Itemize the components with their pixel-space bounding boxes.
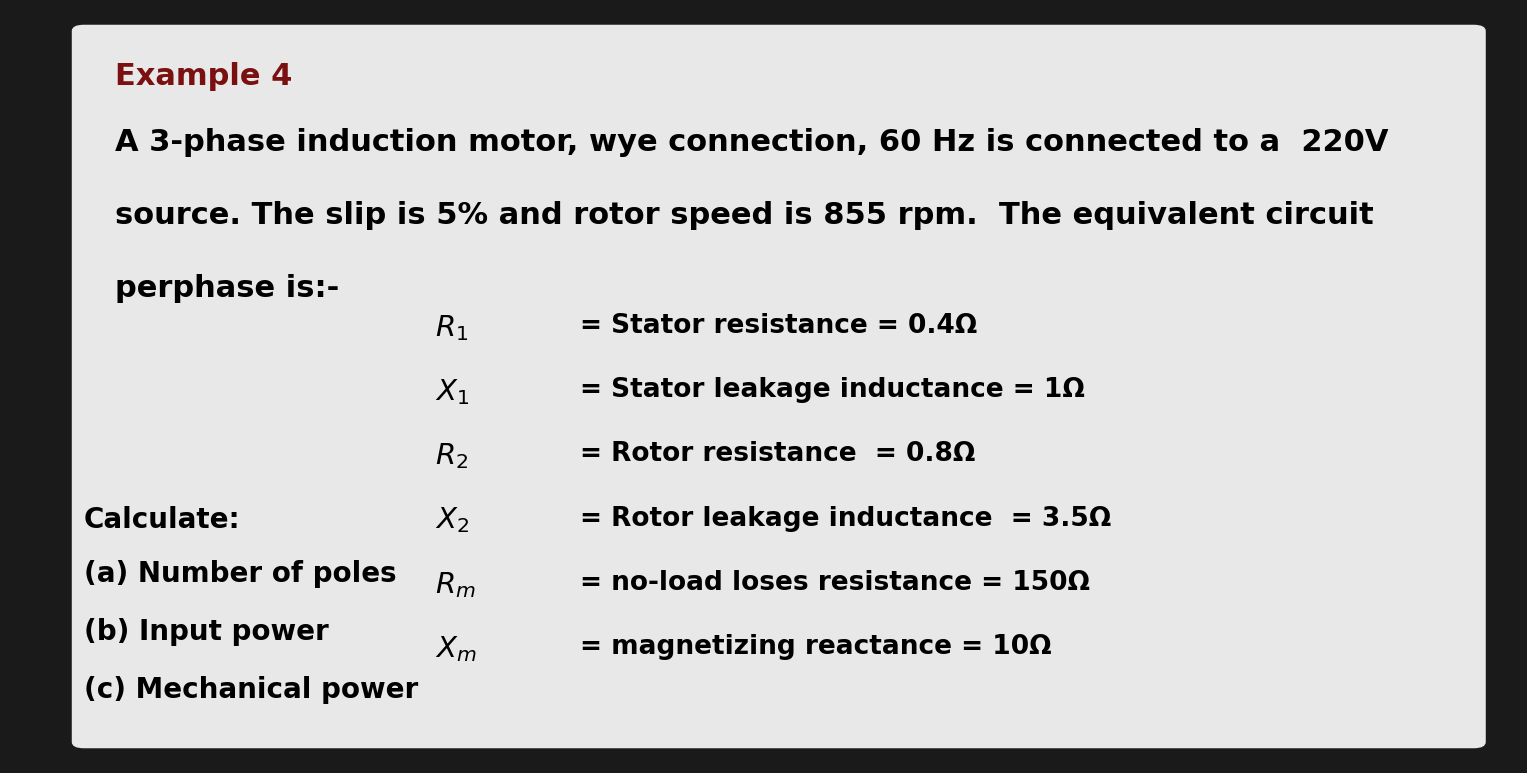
Text: A 3-phase induction motor, wye connection, 60 Hz is connected to a  220V: A 3-phase induction motor, wye connectio… [115,128,1388,157]
Text: $R_2$: $R_2$ [435,441,469,472]
Text: (b) Input power: (b) Input power [84,618,328,646]
Text: = magnetizing reactance = 10Ω: = magnetizing reactance = 10Ω [580,634,1052,660]
Text: $X_2$: $X_2$ [435,506,469,536]
Text: $X_m$: $X_m$ [435,634,476,664]
Text: (a) Number of poles: (a) Number of poles [84,560,397,588]
Text: $R_m$: $R_m$ [435,570,476,600]
Text: = Rotor resistance  = 0.8Ω: = Rotor resistance = 0.8Ω [580,441,976,468]
Text: Example 4: Example 4 [115,62,292,91]
Text: perphase is:-: perphase is:- [115,274,339,304]
Text: (c) Mechanical power: (c) Mechanical power [84,676,418,704]
Text: $X_1$: $X_1$ [435,377,469,407]
Text: = no-load loses resistance = 150Ω: = no-load loses resistance = 150Ω [580,570,1090,596]
Text: $R_1$: $R_1$ [435,313,469,343]
Text: source. The slip is 5% and rotor speed is 855 rpm.  The equivalent circuit: source. The slip is 5% and rotor speed i… [115,201,1373,230]
Text: Calculate:: Calculate: [84,506,241,534]
Text: = Rotor leakage inductance  = 3.5Ω: = Rotor leakage inductance = 3.5Ω [580,506,1112,532]
Text: = Stator resistance = 0.4Ω: = Stator resistance = 0.4Ω [580,313,977,339]
Text: = Stator leakage inductance = 1Ω: = Stator leakage inductance = 1Ω [580,377,1086,404]
